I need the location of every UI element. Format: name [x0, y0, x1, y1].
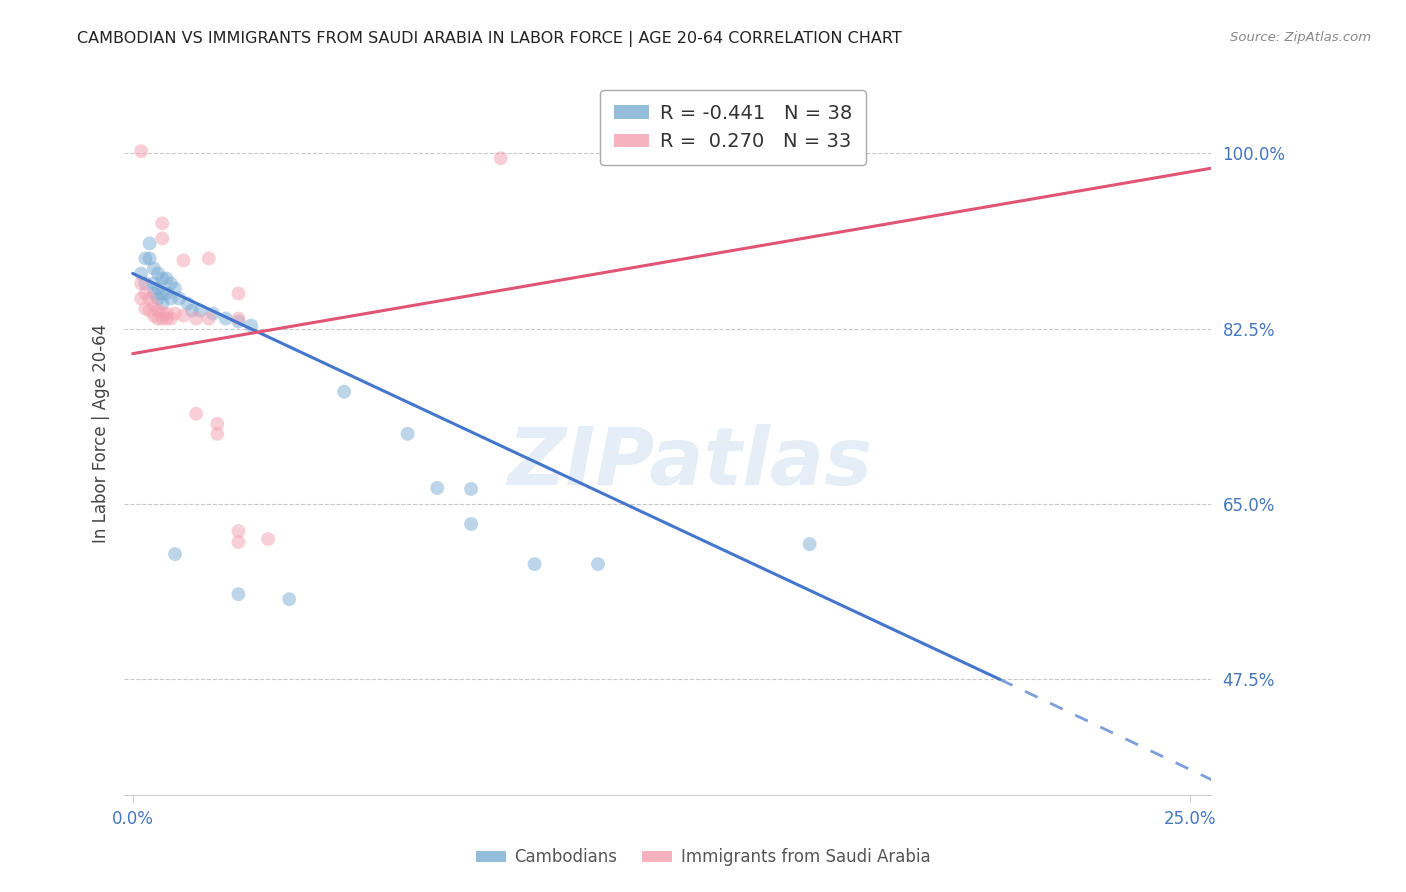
Point: [159, 292, 181, 306]
Point: [176, 296, 198, 310]
Point: [138, 292, 160, 306]
Point: [150, 216, 173, 230]
Point: [146, 267, 169, 281]
Point: [150, 286, 173, 301]
Point: [333, 384, 356, 399]
Point: [228, 314, 250, 328]
Point: [134, 286, 156, 301]
Point: [142, 277, 165, 291]
Point: [146, 311, 169, 326]
Point: [150, 231, 173, 245]
Point: [129, 277, 152, 291]
Point: [460, 482, 482, 496]
Point: [159, 311, 181, 326]
Point: [142, 309, 165, 323]
Legend: R = -0.441   N = 38, R =  0.270   N = 33: R = -0.441 N = 38, R = 0.270 N = 33: [600, 90, 866, 165]
Point: [228, 311, 250, 326]
Point: [228, 587, 250, 601]
Point: [184, 311, 207, 326]
Point: [207, 426, 229, 441]
Point: [159, 277, 181, 291]
Point: [138, 236, 160, 251]
Point: [146, 303, 169, 318]
Point: [150, 311, 173, 326]
Point: [799, 537, 821, 551]
Point: [129, 144, 152, 158]
Point: [155, 307, 177, 321]
Point: [202, 307, 225, 321]
Text: CAMBODIAN VS IMMIGRANTS FROM SAUDI ARABIA IN LABOR FORCE | AGE 20-64 CORRELATION: CAMBODIAN VS IMMIGRANTS FROM SAUDI ARABI…: [77, 31, 903, 47]
Point: [138, 252, 160, 266]
Point: [138, 303, 160, 318]
Point: [489, 151, 512, 165]
Point: [163, 547, 186, 561]
Point: [198, 252, 221, 266]
Point: [396, 426, 419, 441]
Point: [155, 311, 177, 326]
Point: [142, 299, 165, 313]
Point: [142, 261, 165, 276]
Text: Source: ZipAtlas.com: Source: ZipAtlas.com: [1230, 31, 1371, 45]
Point: [142, 286, 165, 301]
Point: [184, 407, 207, 421]
Point: [146, 292, 169, 306]
Point: [215, 311, 238, 326]
Point: [146, 281, 169, 295]
Point: [426, 481, 449, 495]
Point: [172, 253, 194, 268]
Point: [180, 303, 202, 318]
Point: [240, 318, 263, 333]
Point: [155, 271, 177, 285]
Point: [257, 532, 280, 546]
Point: [155, 286, 177, 301]
Point: [172, 309, 194, 323]
Point: [134, 252, 156, 266]
Point: [150, 307, 173, 321]
Point: [207, 417, 229, 431]
Point: [150, 296, 173, 310]
Point: [460, 516, 482, 531]
Point: [134, 277, 156, 291]
Point: [129, 267, 152, 281]
Legend: Cambodians, Immigrants from Saudi Arabia: Cambodians, Immigrants from Saudi Arabia: [470, 842, 936, 873]
Point: [163, 307, 186, 321]
Point: [129, 292, 152, 306]
Point: [278, 592, 301, 607]
Point: [228, 286, 250, 301]
Text: ZIPatlas: ZIPatlas: [508, 424, 872, 501]
Point: [523, 557, 546, 571]
Point: [198, 311, 221, 326]
Point: [167, 292, 190, 306]
Point: [150, 271, 173, 285]
Point: [163, 281, 186, 295]
Point: [228, 524, 250, 538]
Point: [190, 303, 212, 318]
Point: [228, 535, 250, 549]
Y-axis label: In Labor Force | Age 20-64: In Labor Force | Age 20-64: [93, 325, 110, 543]
Point: [586, 557, 609, 571]
Point: [134, 301, 156, 316]
